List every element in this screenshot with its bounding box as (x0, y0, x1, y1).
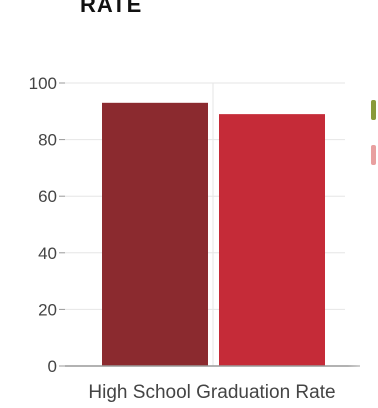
y-axis-ticks: 0 20 40 60 80 100 (29, 74, 65, 376)
y-tick-label-100: 100 (29, 74, 57, 93)
y-tick-label-20: 20 (38, 300, 57, 319)
y-tick-label-60: 60 (38, 187, 57, 206)
x-axis-labels: High School Graduation Rate (88, 382, 335, 403)
x-category-label: High School Graduation Rate (88, 382, 335, 403)
bars (102, 102, 325, 366)
bar-series-1[interactable] (102, 102, 208, 366)
bar-series-2[interactable] (219, 114, 325, 366)
y-tick-label-40: 40 (38, 244, 57, 263)
y-tick-label-80: 80 (38, 131, 57, 150)
legend-fade (348, 40, 378, 370)
chart-title: RATE (80, 0, 143, 17)
legend-marker-2 (371, 145, 376, 165)
legend-marker-1 (371, 100, 376, 120)
y-tick-label-0: 0 (48, 357, 57, 376)
